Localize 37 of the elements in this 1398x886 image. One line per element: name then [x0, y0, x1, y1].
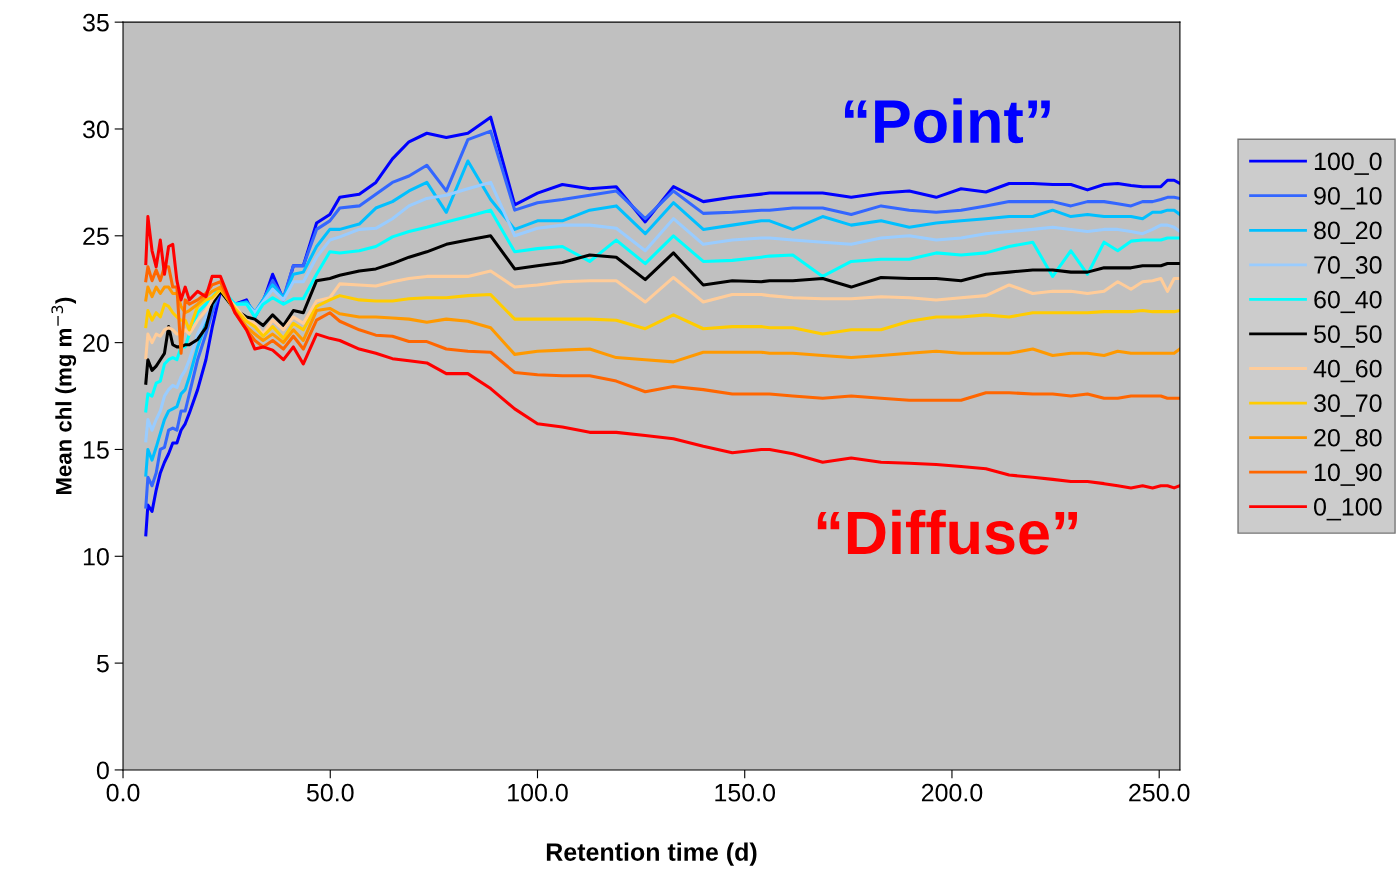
annotation: “Diffuse” — [817, 509, 1077, 555]
legend-label: 20_80 — [1314, 428, 1382, 452]
y-tick-label: 5 — [96, 654, 109, 673]
x-tick-label: 0.0 — [106, 783, 140, 802]
line-series — [144, 287, 1180, 340]
y-axis-title: Mean chl (mg m$^{−3}$) — [51, 297, 77, 495]
x-tick-label: 200.0 — [921, 783, 983, 802]
legend-label: 50_50 — [1314, 325, 1382, 348]
y-tick-label: 10 — [83, 547, 109, 566]
line-series — [144, 180, 1180, 443]
line-series — [144, 265, 1180, 402]
legend-label: 10_90 — [1314, 463, 1382, 486]
legend-label: 40_60 — [1313, 359, 1382, 383]
y-tick-label: 0 — [96, 761, 109, 780]
line-series — [144, 285, 1180, 364]
legend-label: 30_70 — [1313, 394, 1382, 417]
x-tick-label: 100.0 — [508, 783, 568, 802]
legend-label: 80_20 — [1314, 221, 1382, 244]
y-tick-label: 15 — [83, 441, 109, 459]
y-tick-label: 20 — [83, 334, 109, 352]
legend-label: 60_40 — [1314, 290, 1382, 314]
y-tick-label: 30 — [82, 120, 109, 139]
legend-label: 90_10 — [1314, 187, 1382, 210]
legend-label: 70_30 — [1314, 256, 1382, 279]
y-tick-label: 25 — [83, 227, 109, 246]
legend-label: 0_100 — [1314, 498, 1382, 521]
x-axis-title: Retention time (d) — [546, 842, 757, 866]
y-tick-label: 35 — [82, 13, 109, 32]
line-series — [144, 215, 1180, 490]
legend-label: 100_0 — [1314, 152, 1382, 175]
annotation: “Point” — [844, 98, 1050, 144]
line-series — [144, 159, 1180, 477]
line-series — [144, 208, 1180, 413]
x-tick-label: 250.0 — [1129, 783, 1190, 802]
x-tick-label: 150.0 — [715, 783, 776, 802]
x-tick-label: 50.0 — [306, 783, 354, 802]
line-series — [144, 269, 1180, 360]
